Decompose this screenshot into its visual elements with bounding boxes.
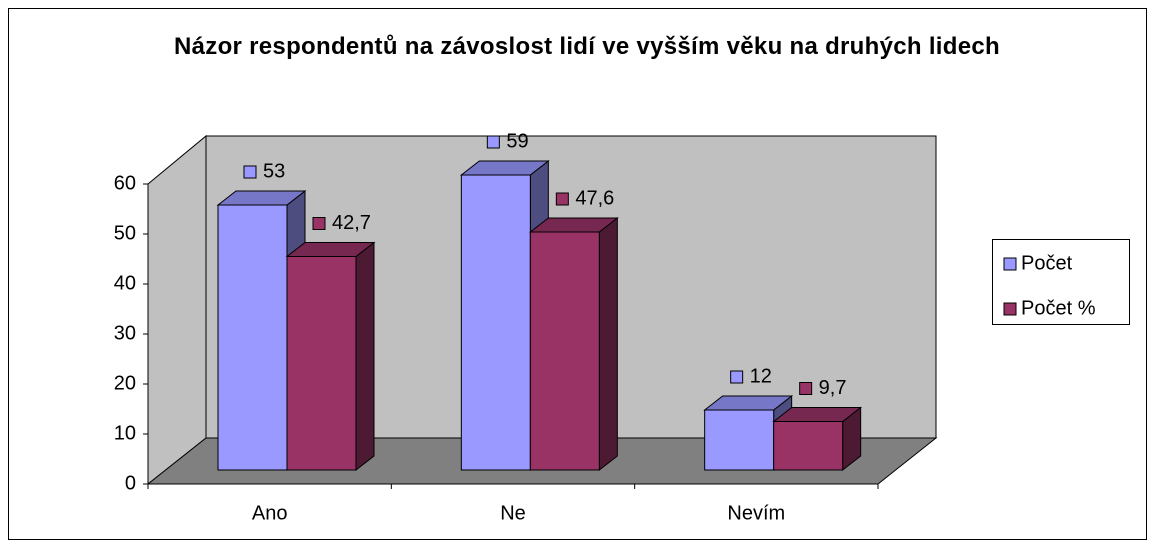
value-label-key: [312, 217, 326, 230]
x-tick-label: Ano: [252, 502, 288, 524]
value-label-key: [243, 165, 257, 179]
bar-side: [598, 216, 618, 472]
legend-key: [1003, 257, 1017, 271]
value-label-key: [730, 370, 744, 384]
value-label: 53: [263, 160, 285, 182]
bar-front: [286, 256, 357, 471]
bar-front: [529, 231, 600, 471]
value-label: 9,7: [819, 377, 847, 399]
y-tick-label: 40: [114, 272, 136, 294]
bar-front: [460, 174, 531, 471]
value-label-key: [799, 382, 813, 395]
y-tick-label: 50: [114, 222, 136, 244]
x-tick-label: Nevím: [727, 502, 785, 524]
value-label-key: [486, 135, 500, 149]
value-label: 47,6: [575, 187, 614, 209]
value-label: 42,7: [332, 212, 371, 234]
bar-front: [704, 409, 775, 471]
y-tick-label: 30: [114, 322, 136, 344]
value-label: 59: [506, 130, 528, 152]
bar-side: [355, 241, 375, 472]
y-tick-label: 60: [114, 172, 136, 194]
legend-key: [1003, 302, 1017, 316]
side-wall: [147, 134, 207, 486]
bar-front: [773, 421, 844, 471]
bar: [528, 216, 619, 472]
y-tick-label: 10: [114, 422, 136, 444]
y-tick-label: 0: [125, 472, 136, 494]
bar: [285, 241, 376, 472]
value-label: 12: [750, 365, 772, 387]
legend-label: Počet: [1021, 252, 1073, 274]
bar: [703, 394, 794, 472]
chart-title: Názor respondentů na závoslost lidí ve v…: [174, 33, 1000, 60]
legend-label: Počet %: [1021, 297, 1096, 319]
x-tick-label: Ne: [500, 502, 526, 524]
y-tick-label: 20: [114, 372, 136, 394]
bar-front: [217, 204, 288, 471]
bar: [772, 406, 863, 472]
value-label-key: [555, 192, 569, 206]
